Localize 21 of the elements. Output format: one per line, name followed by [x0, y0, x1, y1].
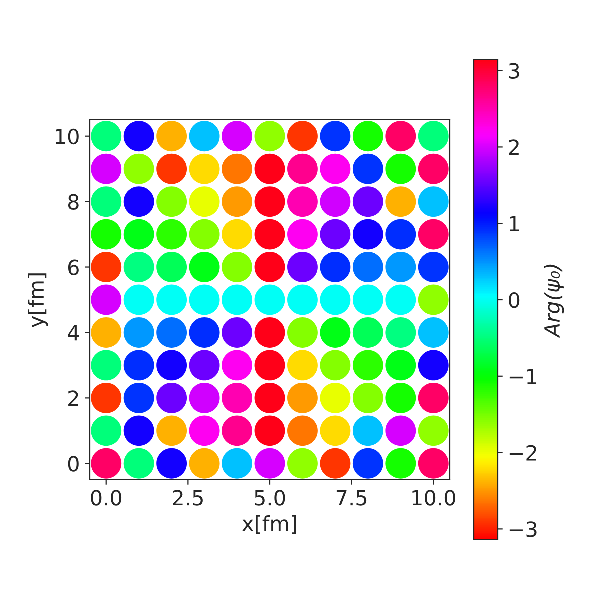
color-bar-label: 2 [509, 140, 519, 156]
x-tick-label: 2.5 [173, 490, 203, 506]
y-tick-label: 2 [68, 390, 78, 406]
y-tick-label: 8 [68, 194, 79, 210]
y-axis-title: y[fm] [28, 274, 48, 328]
color-bar-label: −3 [510, 522, 537, 538]
x-axis-title: x[fm] [242, 515, 296, 534]
color-bar-label: 1 [510, 216, 520, 232]
x-tick-label: 0.0 [91, 490, 122, 506]
y-tick-label: 6 [68, 260, 79, 276]
color-bar-label: −2 [510, 445, 536, 461]
color-bar-title: Arg(ψ₀) [544, 264, 564, 338]
x-tick-label: 7.5 [336, 490, 367, 506]
color-bar-label: −1 [510, 369, 537, 384]
y-tick-label: 10 [56, 128, 79, 145]
x-tick-label: 10.0 [412, 490, 456, 506]
y-tick-label: 4 [68, 325, 80, 341]
x-tick-label: 5.0 [255, 490, 286, 506]
color-bar-label: 3 [509, 63, 520, 80]
color-bar-label: 0 [509, 292, 520, 308]
y-tick-label: 0 [68, 456, 79, 472]
